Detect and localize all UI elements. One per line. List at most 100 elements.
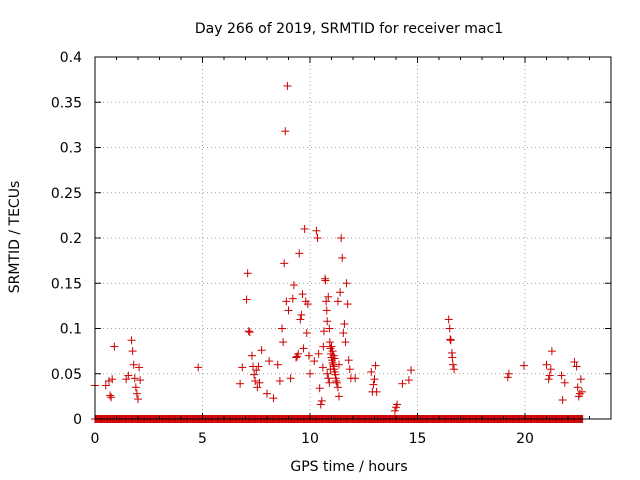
- y-tick-label: 0: [73, 412, 82, 428]
- data-point: [236, 379, 245, 388]
- data-point: [344, 356, 353, 365]
- x-axis-label: GPS time / hours: [290, 459, 407, 475]
- data-point: [336, 288, 345, 297]
- data-point: [317, 396, 326, 405]
- data-point: [263, 389, 271, 398]
- data-point: [101, 381, 110, 390]
- x-tick-label: 20: [516, 431, 534, 447]
- data-point: [299, 344, 308, 353]
- data-point: [446, 336, 455, 345]
- data-point: [104, 376, 113, 385]
- data-point: [369, 380, 378, 389]
- data-point: [315, 384, 324, 393]
- data-point: [504, 369, 513, 378]
- data-point: [332, 376, 341, 385]
- y-tick-label: 0.15: [51, 276, 82, 292]
- data-point: [313, 234, 322, 242]
- data-point: [244, 327, 253, 336]
- data-point: [577, 387, 586, 396]
- data-point: [390, 406, 399, 415]
- x-tick-label: 0: [91, 431, 100, 447]
- data-point: [448, 360, 457, 369]
- data-point: [280, 259, 289, 268]
- data-point: [323, 369, 332, 378]
- data-point: [253, 383, 262, 392]
- data-point: [252, 366, 261, 375]
- data-point: [328, 347, 337, 356]
- data-point: [322, 297, 331, 306]
- data-point: [445, 324, 454, 333]
- data-point: [294, 349, 303, 358]
- data-point: [337, 234, 346, 242]
- data-point: [254, 362, 263, 371]
- data-point: [393, 400, 402, 409]
- data-point: [281, 127, 290, 136]
- data-point: [297, 310, 306, 319]
- data-point: [275, 376, 284, 385]
- data-point: [345, 365, 354, 374]
- data-point: [444, 315, 453, 324]
- y-tick-label: 0.05: [51, 367, 82, 383]
- grid-lines: [95, 57, 611, 419]
- data-point: [542, 360, 551, 369]
- data-point: [238, 363, 247, 372]
- data-point: [557, 371, 566, 380]
- data-point: [302, 329, 311, 338]
- data-point: [333, 383, 342, 392]
- data-point: [314, 349, 323, 358]
- data-point: [242, 295, 251, 304]
- data-point: [194, 363, 203, 372]
- data-point: [335, 360, 344, 369]
- data-point: [324, 374, 333, 383]
- data-point: [322, 306, 331, 315]
- data-point: [332, 378, 341, 387]
- chart-title: Day 266 of 2019, SRMTID for receiver mac…: [195, 21, 503, 37]
- y-tick-label: 0.2: [60, 231, 82, 247]
- data-point: [304, 351, 313, 360]
- data-point: [316, 400, 325, 409]
- data-point: [303, 300, 312, 309]
- data-point: [547, 347, 556, 356]
- data-point: [324, 292, 333, 301]
- data-point: [335, 392, 344, 401]
- data-point: [310, 357, 319, 366]
- data-point: [333, 297, 342, 306]
- data-point: [283, 81, 292, 90]
- data-point: [367, 367, 376, 376]
- data-point: [130, 374, 139, 383]
- data-point: [306, 369, 314, 378]
- data-point: [446, 335, 455, 344]
- data-point: [560, 378, 569, 387]
- y-tick-label: 0.25: [51, 186, 82, 202]
- data-point: [292, 353, 301, 362]
- data-point: [342, 279, 351, 288]
- data-point: [273, 360, 282, 369]
- data-point: [132, 389, 141, 398]
- data-point: [573, 383, 582, 392]
- data-point: [558, 395, 567, 404]
- data-point: [245, 328, 254, 337]
- y-tick-label: 0.1: [60, 322, 82, 338]
- data-point: [127, 336, 136, 345]
- data-point: [570, 357, 579, 366]
- data-point: [370, 375, 379, 384]
- data-point: [296, 315, 305, 324]
- data-point: [251, 376, 260, 385]
- data-point: [351, 374, 360, 383]
- data-point: [122, 375, 131, 384]
- y-axis-label: SRMTID / TECUs: [7, 181, 23, 294]
- data-point: [289, 281, 298, 290]
- data-point: [286, 374, 295, 383]
- data-point: [128, 347, 137, 356]
- axis-ticks: [94, 56, 612, 420]
- x-tick-label: 15: [409, 431, 427, 447]
- data-point: [398, 379, 407, 388]
- data-point: [339, 329, 348, 338]
- data-point: [327, 342, 336, 351]
- data-point: [265, 357, 274, 366]
- data-point: [450, 365, 459, 374]
- data-point: [247, 351, 256, 360]
- data-point: [340, 319, 349, 328]
- data-point: [448, 353, 457, 362]
